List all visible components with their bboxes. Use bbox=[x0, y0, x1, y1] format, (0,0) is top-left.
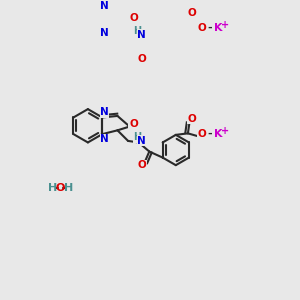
Text: O: O bbox=[129, 119, 138, 129]
Text: O: O bbox=[137, 54, 146, 64]
Text: O: O bbox=[187, 8, 196, 18]
Text: -: - bbox=[208, 129, 212, 139]
Text: O: O bbox=[129, 13, 138, 23]
Text: N: N bbox=[100, 134, 109, 144]
Text: K: K bbox=[214, 23, 222, 33]
Text: +: + bbox=[221, 20, 230, 30]
Text: H: H bbox=[48, 183, 58, 193]
Text: K: K bbox=[214, 129, 222, 139]
Text: O: O bbox=[137, 160, 146, 170]
Text: N: N bbox=[137, 30, 146, 40]
Text: +: + bbox=[221, 126, 230, 136]
Text: N: N bbox=[100, 1, 109, 11]
Text: N: N bbox=[100, 107, 109, 117]
Text: O: O bbox=[187, 114, 196, 124]
Text: N: N bbox=[137, 136, 146, 146]
Text: N: N bbox=[100, 28, 109, 38]
Text: H: H bbox=[133, 132, 141, 142]
Text: O: O bbox=[197, 23, 206, 33]
Text: H: H bbox=[133, 26, 141, 36]
Text: O: O bbox=[197, 129, 206, 139]
Text: O: O bbox=[56, 183, 65, 193]
Text: -: - bbox=[208, 23, 212, 33]
Text: H: H bbox=[64, 183, 73, 193]
